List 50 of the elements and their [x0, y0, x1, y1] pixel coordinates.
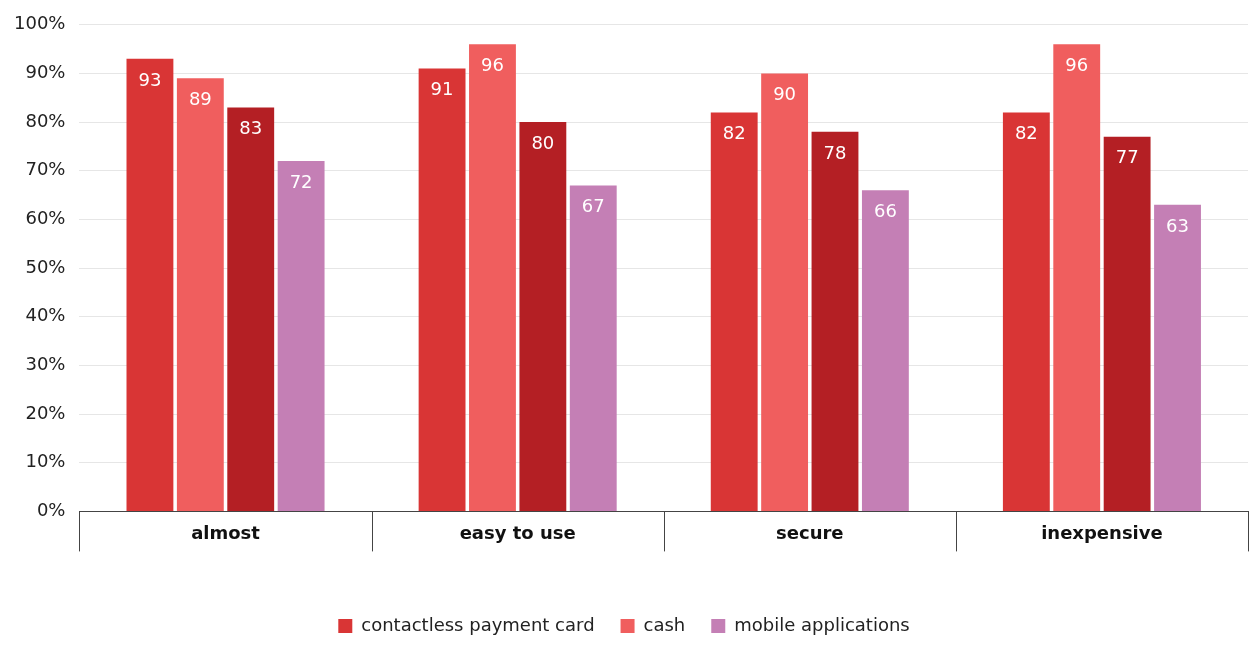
data-label: 90	[773, 83, 797, 105]
data-label: 63	[1166, 214, 1189, 236]
bar	[1002, 112, 1050, 511]
bar	[1053, 44, 1101, 511]
data-label: 67	[581, 195, 605, 217]
legend-label: contactless payment card	[361, 613, 595, 635]
bar	[861, 190, 909, 511]
data-label: 96	[481, 53, 504, 75]
y-tick-label: 0%	[36, 499, 66, 521]
bar	[1154, 204, 1201, 511]
data-label: 82	[1014, 122, 1038, 144]
bar	[126, 58, 174, 511]
data-label: 66	[873, 199, 897, 221]
bar	[277, 161, 325, 511]
bar	[227, 107, 275, 511]
data-label: 78	[823, 141, 847, 163]
x-tick-label: almost	[191, 521, 261, 543]
data-label: 72	[289, 170, 313, 192]
bar	[519, 122, 567, 511]
bar	[761, 73, 809, 511]
data-label: 77	[1115, 146, 1139, 168]
bar	[569, 185, 617, 511]
y-tick-label: 20%	[25, 401, 66, 423]
y-tick-label: 90%	[25, 61, 66, 83]
y-tick-label: 30%	[25, 353, 66, 375]
x-tick-label: secure	[776, 521, 844, 543]
bar	[710, 112, 758, 511]
data-label: 89	[188, 88, 212, 109]
y-tick-label: 40%	[25, 304, 66, 326]
y-tick-label: 60%	[25, 207, 66, 229]
data-label: 96	[1065, 53, 1089, 75]
y-tick-label: 50%	[25, 255, 66, 277]
data-label: 93	[138, 68, 162, 90]
x-tick-label: easy to use	[459, 521, 576, 543]
y-tick-label: 80%	[25, 109, 66, 131]
data-label: 80	[531, 131, 555, 153]
data-label: 91	[430, 78, 454, 100]
legend-label: mobile applications	[734, 613, 910, 635]
data-label: 82	[722, 122, 746, 144]
x-tick-label: inexpensive	[1041, 521, 1163, 543]
y-tick-label: 100%	[13, 12, 66, 34]
bar	[1103, 136, 1151, 511]
data-label: 83	[239, 117, 263, 139]
legend-label: cash	[643, 613, 686, 635]
y-tick-label: 70%	[25, 158, 66, 180]
bar	[176, 78, 224, 511]
y-tick-label: 10%	[25, 450, 66, 472]
bar	[811, 131, 859, 511]
bar	[418, 68, 466, 511]
bar	[469, 44, 516, 511]
